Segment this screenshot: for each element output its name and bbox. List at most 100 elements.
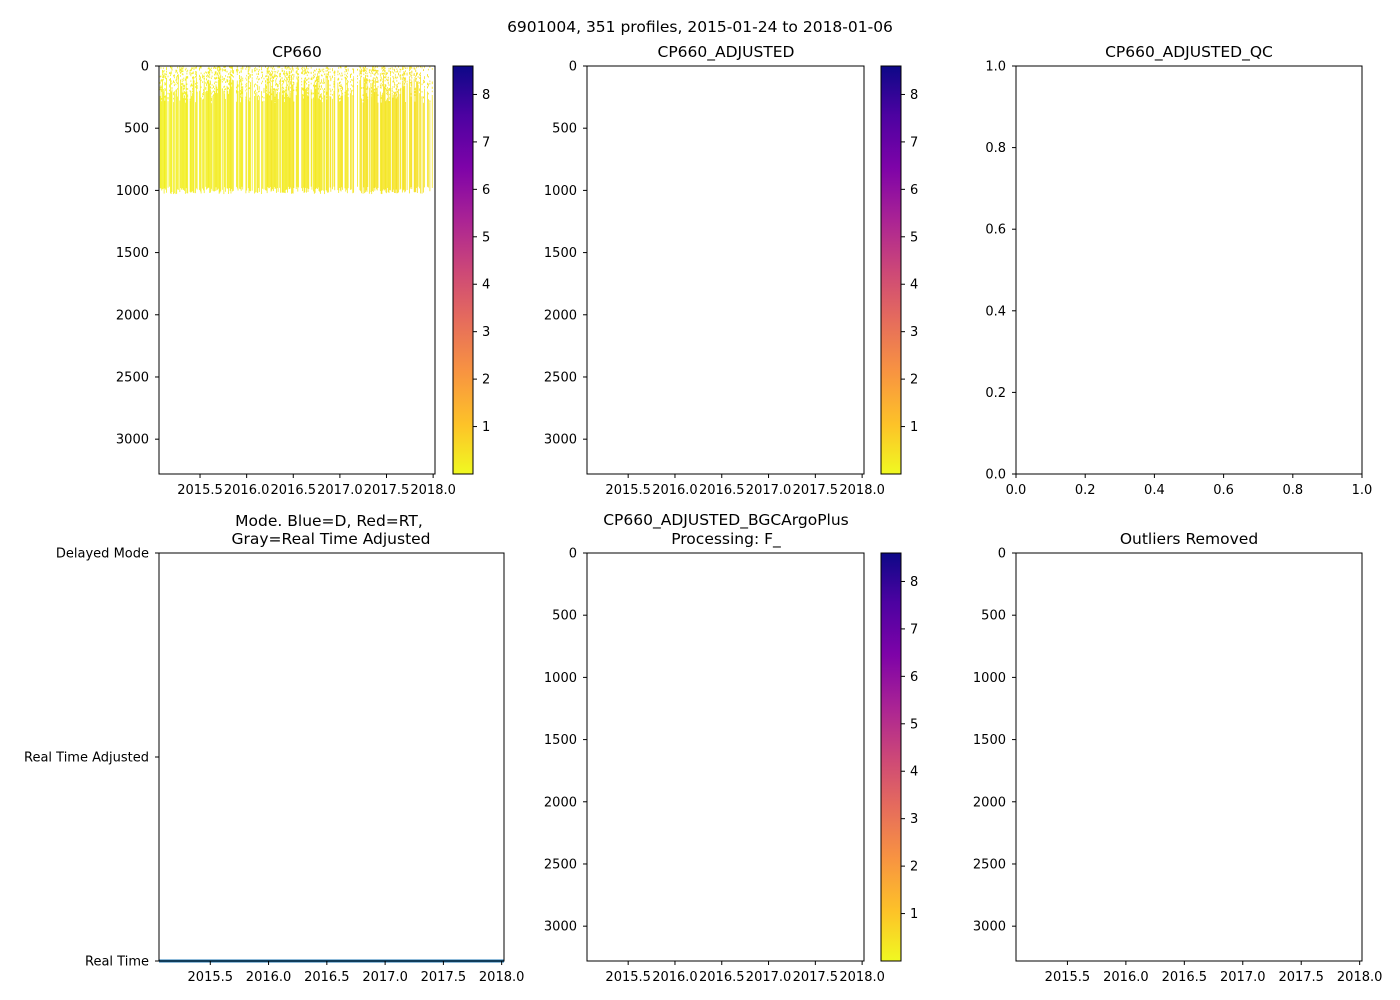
x-tick-label: 2016.5 bbox=[699, 483, 745, 498]
y-tick-label: 1000 bbox=[116, 184, 149, 199]
profile-sample bbox=[387, 87, 388, 89]
profile-sample bbox=[317, 75, 318, 77]
profile-sample bbox=[285, 86, 287, 89]
profile-column bbox=[169, 92, 171, 187]
profile-sample bbox=[359, 70, 361, 72]
profile-sample bbox=[262, 75, 263, 78]
profile-sample bbox=[227, 87, 229, 89]
profile-sample bbox=[359, 72, 361, 75]
profile-sample bbox=[256, 91, 258, 94]
y-tick-label: Real Time Adjusted bbox=[24, 751, 149, 766]
axes-frame bbox=[586, 65, 865, 475]
profile-sample bbox=[268, 76, 270, 79]
colorbar-tick-label: 1 bbox=[910, 907, 918, 922]
profile-sample bbox=[276, 74, 277, 77]
profile-sample bbox=[352, 68, 354, 70]
profile-sample bbox=[377, 80, 379, 82]
profile-sample bbox=[414, 77, 416, 79]
profile-sample bbox=[203, 72, 205, 75]
profile-sample bbox=[248, 87, 250, 90]
profile-sample bbox=[350, 73, 351, 76]
profile-sample bbox=[345, 79, 347, 81]
profile-sample bbox=[362, 94, 364, 96]
profile-sample bbox=[409, 73, 411, 76]
profile-sample bbox=[192, 88, 193, 90]
profile-sample bbox=[248, 69, 250, 71]
profile-sample bbox=[289, 72, 291, 74]
profile-column bbox=[258, 100, 259, 188]
profile-column bbox=[398, 91, 399, 193]
profile-column bbox=[164, 100, 166, 189]
profile-sample bbox=[182, 83, 184, 85]
profile-sample bbox=[304, 72, 306, 75]
profile-sample bbox=[330, 89, 332, 92]
profile-sample bbox=[165, 83, 167, 85]
profile-sample bbox=[262, 74, 263, 76]
profile-sample bbox=[261, 66, 263, 69]
profile-sample bbox=[362, 67, 364, 69]
profile-column bbox=[203, 80, 205, 194]
y-tick-label: 0 bbox=[569, 60, 577, 75]
profile-sample bbox=[171, 66, 173, 69]
profile-sample bbox=[280, 79, 281, 82]
profile-sample bbox=[254, 92, 256, 95]
profile-sample bbox=[216, 77, 218, 80]
profile-sample bbox=[329, 68, 331, 70]
profile-column bbox=[393, 94, 395, 190]
y-tick-label: 1500 bbox=[973, 733, 1006, 748]
profile-column bbox=[316, 82, 318, 188]
profile-column bbox=[170, 79, 171, 194]
profile-sample bbox=[313, 69, 315, 72]
profile-sample bbox=[205, 88, 207, 90]
profile-sample bbox=[315, 80, 317, 83]
profile-sample bbox=[254, 85, 255, 88]
profile-sample bbox=[390, 72, 391, 74]
profile-sample bbox=[287, 76, 289, 78]
profile-sample bbox=[216, 89, 218, 92]
profile-sample bbox=[423, 86, 425, 88]
profile-sample bbox=[258, 90, 259, 93]
profile-sample bbox=[325, 76, 327, 78]
profile-sample bbox=[162, 76, 164, 79]
profile-sample bbox=[377, 73, 379, 75]
profile-sample bbox=[206, 81, 208, 83]
x-tick-label: 2015.5 bbox=[177, 483, 223, 498]
profile-sample bbox=[180, 79, 182, 82]
profile-sample bbox=[416, 77, 417, 80]
profile-sample bbox=[330, 90, 332, 93]
profile-column bbox=[257, 96, 259, 194]
profile-sample bbox=[274, 98, 276, 101]
profile-sample bbox=[240, 70, 242, 73]
profile-sample bbox=[160, 79, 162, 82]
profile-sample bbox=[210, 99, 212, 102]
profile-column bbox=[274, 102, 276, 189]
profile-column bbox=[334, 76, 336, 191]
profile-sample bbox=[287, 78, 288, 81]
profile-sample bbox=[250, 84, 252, 87]
profile-sample bbox=[281, 70, 283, 72]
profile-column bbox=[386, 99, 388, 194]
profile-sample bbox=[396, 80, 398, 82]
profile-sample bbox=[429, 100, 431, 103]
profile-sample bbox=[419, 73, 421, 76]
profile-sample bbox=[413, 73, 415, 75]
profile-sample bbox=[317, 92, 319, 95]
profile-sample bbox=[273, 79, 274, 82]
profile-sample bbox=[209, 73, 211, 76]
profile-sample bbox=[162, 79, 163, 81]
profile-sample bbox=[387, 89, 389, 91]
profile-column bbox=[229, 76, 231, 191]
profile-column bbox=[313, 97, 314, 192]
profile-sample bbox=[368, 69, 370, 72]
profile-sample bbox=[254, 68, 255, 70]
profile-sample bbox=[360, 71, 362, 74]
profile-sample bbox=[225, 66, 226, 68]
profile-column bbox=[403, 78, 405, 190]
profile-sample bbox=[170, 71, 172, 73]
profile-sample bbox=[190, 80, 192, 82]
profile-sample bbox=[181, 83, 182, 85]
profile-sample bbox=[184, 84, 185, 87]
profile-sample bbox=[183, 77, 185, 80]
profile-sample bbox=[261, 71, 263, 74]
